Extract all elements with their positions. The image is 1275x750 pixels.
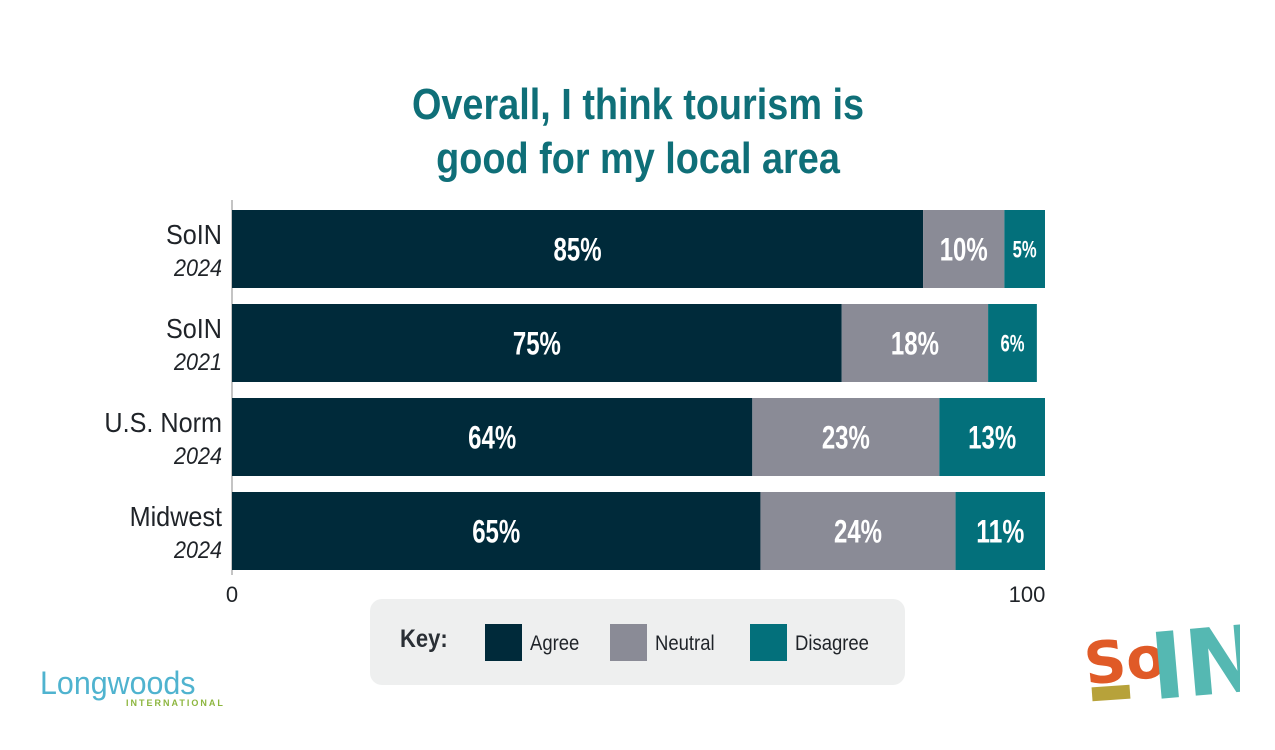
longwoods-logo-subtitle: INTERNATIONAL xyxy=(126,698,225,708)
data-label-agree-2: 64% xyxy=(468,420,516,456)
legend-swatch-agree xyxy=(485,624,522,661)
bar-agree-1 xyxy=(232,304,842,382)
category-label-0: SoIN xyxy=(166,219,222,251)
bar-neutral-1 xyxy=(841,304,989,382)
legend-swatch-disagree xyxy=(750,624,787,661)
legend-label-agree: Agree xyxy=(530,632,580,655)
data-label-agree-1: 75% xyxy=(513,326,561,362)
category-label-3: Midwest xyxy=(130,501,223,533)
data-label-neutral-0: 10% xyxy=(940,232,988,268)
svg-text:IN: IN xyxy=(1146,605,1240,712)
data-label-neutral-3: 24% xyxy=(834,514,882,550)
soin-logo: So IN xyxy=(1081,605,1240,712)
legend-swatch-neutral xyxy=(610,624,647,661)
longwoods-logo: Longwoods INTERNATIONAL xyxy=(40,665,240,715)
bar-disagree-1 xyxy=(988,304,1037,382)
bar-disagree-0 xyxy=(1004,210,1045,288)
chart-title: Overall, I think tourism is good for my … xyxy=(347,78,928,186)
data-label-disagree-0: 5% xyxy=(1013,237,1037,264)
legend-label-neutral: Neutral xyxy=(655,632,715,655)
category-year-3: 2024 xyxy=(173,536,222,563)
legend-label-disagree: Disagree xyxy=(795,632,869,655)
x-tick-label-1: 100 xyxy=(1009,582,1046,607)
bar-agree-0 xyxy=(232,210,924,288)
data-label-neutral-1: 18% xyxy=(891,326,939,362)
category-year-2: 2024 xyxy=(173,442,222,469)
data-label-neutral-2: 23% xyxy=(822,420,870,456)
category-year-0: 2024 xyxy=(173,254,222,281)
category-label-1: SoIN xyxy=(166,313,222,345)
bar-neutral-3 xyxy=(760,492,956,570)
svg-text:So: So xyxy=(1081,622,1169,698)
chart-title-line-2: good for my local area xyxy=(436,134,840,183)
data-label-disagree-1: 6% xyxy=(1000,331,1024,358)
category-label-2: U.S. Norm xyxy=(104,407,222,439)
legend-key: Key: Agree Neutral Disagree xyxy=(370,599,905,685)
bar-neutral-2 xyxy=(752,398,940,476)
bar-agree-2 xyxy=(232,398,753,476)
x-tick-label-0: 0 xyxy=(226,582,238,607)
data-label-disagree-2: 13% xyxy=(968,420,1016,456)
data-label-agree-0: 85% xyxy=(554,232,602,268)
data-label-disagree-3: 11% xyxy=(976,514,1024,550)
bar-disagree-2 xyxy=(939,398,1045,476)
bar-disagree-3 xyxy=(955,492,1045,570)
bar-agree-3 xyxy=(232,492,761,570)
category-year-1: 2021 xyxy=(173,348,222,375)
longwoods-logo-name: Longwoods xyxy=(40,665,196,701)
chart-title-line-1: Overall, I think tourism is xyxy=(411,80,865,129)
bar-neutral-0 xyxy=(923,210,1005,288)
data-label-agree-3: 65% xyxy=(472,514,520,550)
legend-title: Key: xyxy=(400,625,448,653)
